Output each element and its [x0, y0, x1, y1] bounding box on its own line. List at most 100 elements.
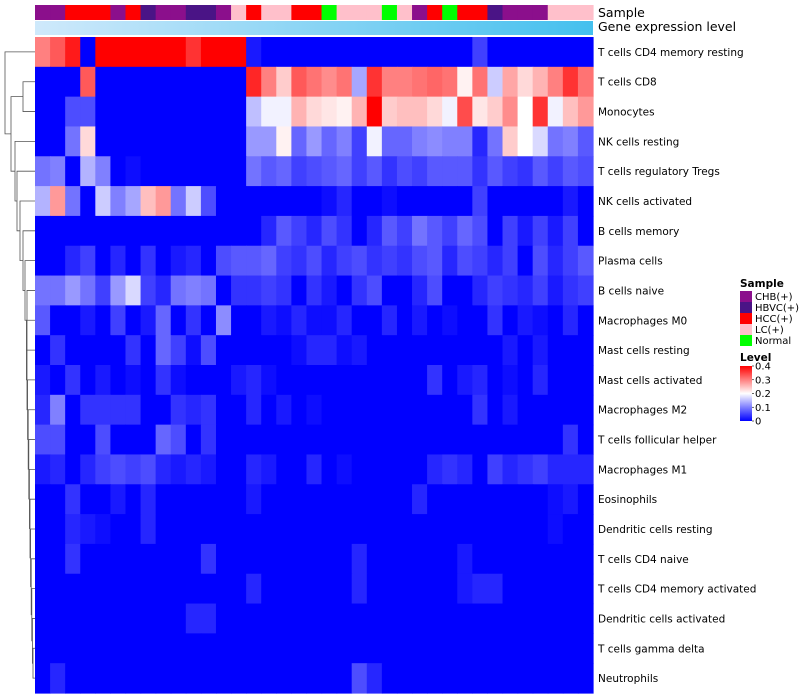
heatmap-cell	[502, 126, 519, 157]
heatmap-cell	[366, 543, 383, 575]
heatmap-cell	[351, 454, 368, 485]
heatmap-cell	[185, 424, 202, 456]
heatmap-cell	[336, 573, 353, 605]
heatmap-cell	[155, 305, 172, 336]
heatmap-cell	[442, 245, 458, 277]
heatmap-cell	[200, 633, 217, 664]
heatmap-cell	[547, 215, 564, 247]
heatmap-cell	[65, 156, 81, 187]
heatmap-cell	[125, 215, 142, 247]
heatmap-cell	[276, 603, 292, 634]
heatmap-cell	[140, 186, 157, 217]
heatmap-cell	[200, 484, 217, 515]
heatmap-cell	[517, 633, 534, 664]
sample-annotation-cell	[246, 5, 262, 20]
heatmap-cell	[35, 365, 51, 396]
heatmap-cell	[155, 424, 172, 456]
heatmap-cell	[215, 394, 232, 426]
heatmap-cell	[306, 215, 323, 247]
heatmap-cell	[321, 514, 338, 545]
heatmap-cell	[562, 543, 579, 575]
row-label: NK cells activated	[598, 196, 692, 208]
sample-legend-swatch	[740, 302, 752, 313]
heatmap-cell	[95, 186, 112, 217]
heatmap-cell	[65, 305, 81, 336]
sample-annotation-cell	[577, 5, 594, 20]
heatmap-cell	[472, 514, 489, 545]
heatmap-cell	[562, 603, 579, 634]
sample-annotation-cell	[321, 5, 338, 20]
heatmap-cell	[532, 633, 549, 664]
heatmap-cell	[261, 484, 277, 515]
sample-legend-title: Sample	[740, 278, 784, 290]
heatmap-cell	[381, 245, 398, 277]
heatmap-cell	[200, 424, 217, 456]
heatmap-cell	[35, 305, 51, 336]
heatmap-cell	[321, 215, 338, 247]
heatmap-cell	[291, 335, 308, 366]
heatmap-cell	[276, 305, 292, 336]
heatmap-cell	[502, 484, 519, 515]
heatmap-cell	[200, 186, 217, 217]
heatmap-cell	[396, 156, 413, 187]
heatmap-cell	[487, 454, 504, 485]
heatmap-cell	[261, 454, 277, 485]
sample-annotation-cell	[50, 5, 66, 20]
heatmap-cell	[80, 126, 96, 157]
heatmap-cell	[577, 126, 594, 157]
heatmap-cell	[231, 156, 247, 187]
heatmap-cell	[306, 96, 323, 128]
heatmap-cell	[306, 126, 323, 157]
heatmap-cell	[50, 394, 66, 426]
heatmap-cell	[517, 573, 534, 605]
heatmap-cell	[261, 126, 277, 157]
gene-expression-annotation-label: Gene expression level	[598, 19, 736, 34]
heatmap-cell	[502, 514, 519, 545]
heatmap-cell	[155, 633, 172, 664]
heatmap-cell	[65, 275, 81, 306]
sample-annotation-cell	[200, 5, 217, 20]
heatmap-cell	[336, 543, 353, 575]
heatmap-cell	[95, 37, 112, 68]
heatmap-cell	[170, 66, 187, 98]
heatmap-cell	[547, 603, 564, 634]
heatmap-cell	[80, 215, 96, 247]
heatmap-cell	[517, 37, 534, 68]
heatmap-cell	[110, 394, 127, 426]
heatmap-cell	[396, 543, 413, 575]
heatmap-cell	[381, 573, 398, 605]
heatmap-cell	[562, 126, 579, 157]
heatmap-cell	[140, 156, 157, 187]
heatmap-cell	[170, 37, 187, 68]
heatmap-cell	[35, 573, 51, 605]
heatmap-cell	[215, 245, 232, 277]
row-label: Eosinophils	[598, 494, 657, 506]
heatmap-cell	[110, 484, 127, 515]
heatmap-cell	[457, 603, 473, 634]
heatmap-cell	[291, 37, 308, 68]
heatmap-cell	[246, 335, 262, 366]
heatmap-cell	[261, 186, 277, 217]
heatmap-cell	[215, 66, 232, 98]
heatmap-cell	[547, 245, 564, 277]
heatmap-cell	[577, 37, 594, 68]
heatmap-cell	[291, 543, 308, 575]
heatmap-cell	[472, 633, 489, 664]
heatmap-cell	[532, 484, 549, 515]
sample-annotation-cell	[65, 5, 81, 20]
heatmap-cell	[381, 454, 398, 485]
heatmap-cell	[351, 603, 368, 634]
heatmap-cell	[170, 543, 187, 575]
heatmap-cell	[306, 603, 323, 634]
heatmap-cell	[65, 245, 81, 277]
heatmap-cell	[577, 543, 594, 575]
heatmap-cell	[532, 335, 549, 366]
heatmap-cell	[200, 663, 217, 694]
heatmap-cell	[65, 573, 81, 605]
heatmap-cell	[547, 573, 564, 605]
heatmap-cell	[442, 454, 458, 485]
heatmap-cell	[427, 424, 443, 456]
heatmap-cell	[442, 66, 458, 98]
heatmap-cell	[366, 573, 383, 605]
